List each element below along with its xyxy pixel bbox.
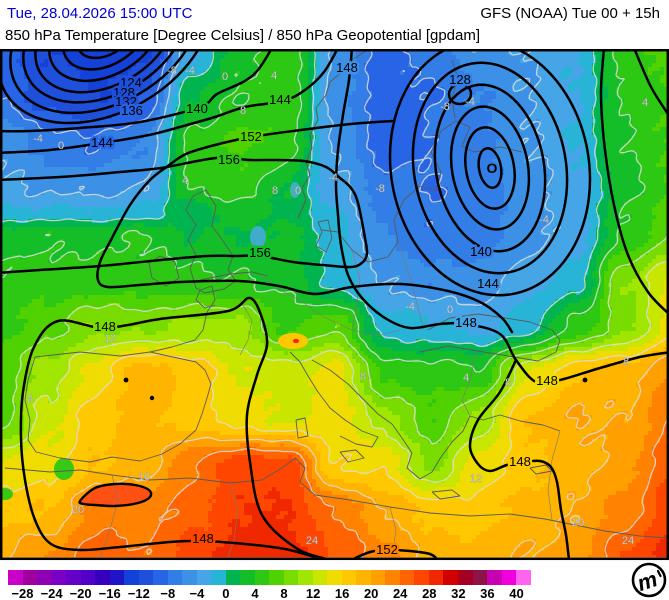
svg-text:-4: -4: [539, 214, 549, 226]
svg-text:8: 8: [360, 371, 366, 383]
svg-text:-8: -8: [440, 101, 450, 113]
svg-text:148: 148: [336, 60, 358, 75]
svg-text:24: 24: [306, 535, 318, 547]
svg-text:140: 140: [186, 101, 208, 116]
svg-text:8: 8: [505, 377, 511, 389]
svg-text:144: 144: [269, 92, 291, 107]
svg-text:128: 128: [113, 85, 135, 100]
svg-text:148: 148: [455, 315, 477, 330]
svg-text:4: 4: [182, 175, 188, 187]
svg-text:4: 4: [642, 97, 648, 109]
svg-text:144: 144: [477, 276, 499, 291]
svg-text:-4: -4: [33, 133, 43, 145]
svg-text:0: 0: [295, 185, 301, 197]
svg-text:-4: -4: [328, 172, 338, 184]
svg-text:152: 152: [240, 129, 262, 144]
svg-text:8: 8: [272, 185, 278, 197]
svg-text:152: 152: [376, 542, 398, 557]
svg-text:148: 148: [509, 454, 531, 469]
svg-text:4: 4: [463, 372, 469, 384]
svg-text:4: 4: [271, 70, 277, 82]
svg-text:128: 128: [449, 72, 471, 87]
svg-text:0: 0: [447, 304, 453, 316]
svg-text:156: 156: [249, 245, 271, 260]
svg-text:148: 148: [536, 373, 558, 388]
svg-text:148: 148: [192, 531, 214, 546]
svg-text:O: O: [487, 160, 498, 176]
svg-text:124: 124: [120, 75, 142, 90]
svg-text:24: 24: [622, 535, 634, 547]
svg-text:20: 20: [572, 517, 584, 529]
svg-text:136: 136: [121, 103, 143, 118]
svg-text:8: 8: [623, 356, 629, 368]
svg-text:-4: -4: [405, 301, 415, 313]
svg-text:132: 132: [115, 94, 137, 109]
svg-text:12: 12: [104, 333, 116, 345]
svg-text:20: 20: [72, 504, 84, 516]
svg-text:16: 16: [138, 471, 150, 483]
svg-text:-8: -8: [167, 65, 177, 77]
svg-text:-4: -4: [185, 65, 195, 77]
svg-text:-4: -4: [465, 96, 475, 108]
svg-text:8: 8: [240, 105, 246, 117]
svg-text:-8: -8: [375, 183, 385, 195]
svg-text:0: 0: [222, 71, 228, 83]
svg-text:12: 12: [470, 473, 482, 485]
svg-text:144: 144: [91, 135, 113, 150]
svg-text:140: 140: [470, 244, 492, 259]
svg-text:0: 0: [58, 140, 64, 152]
svg-text:148: 148: [94, 319, 116, 334]
svg-text:156: 156: [218, 152, 240, 167]
svg-text:0: 0: [471, 49, 477, 56]
svg-text:8: 8: [27, 393, 33, 405]
